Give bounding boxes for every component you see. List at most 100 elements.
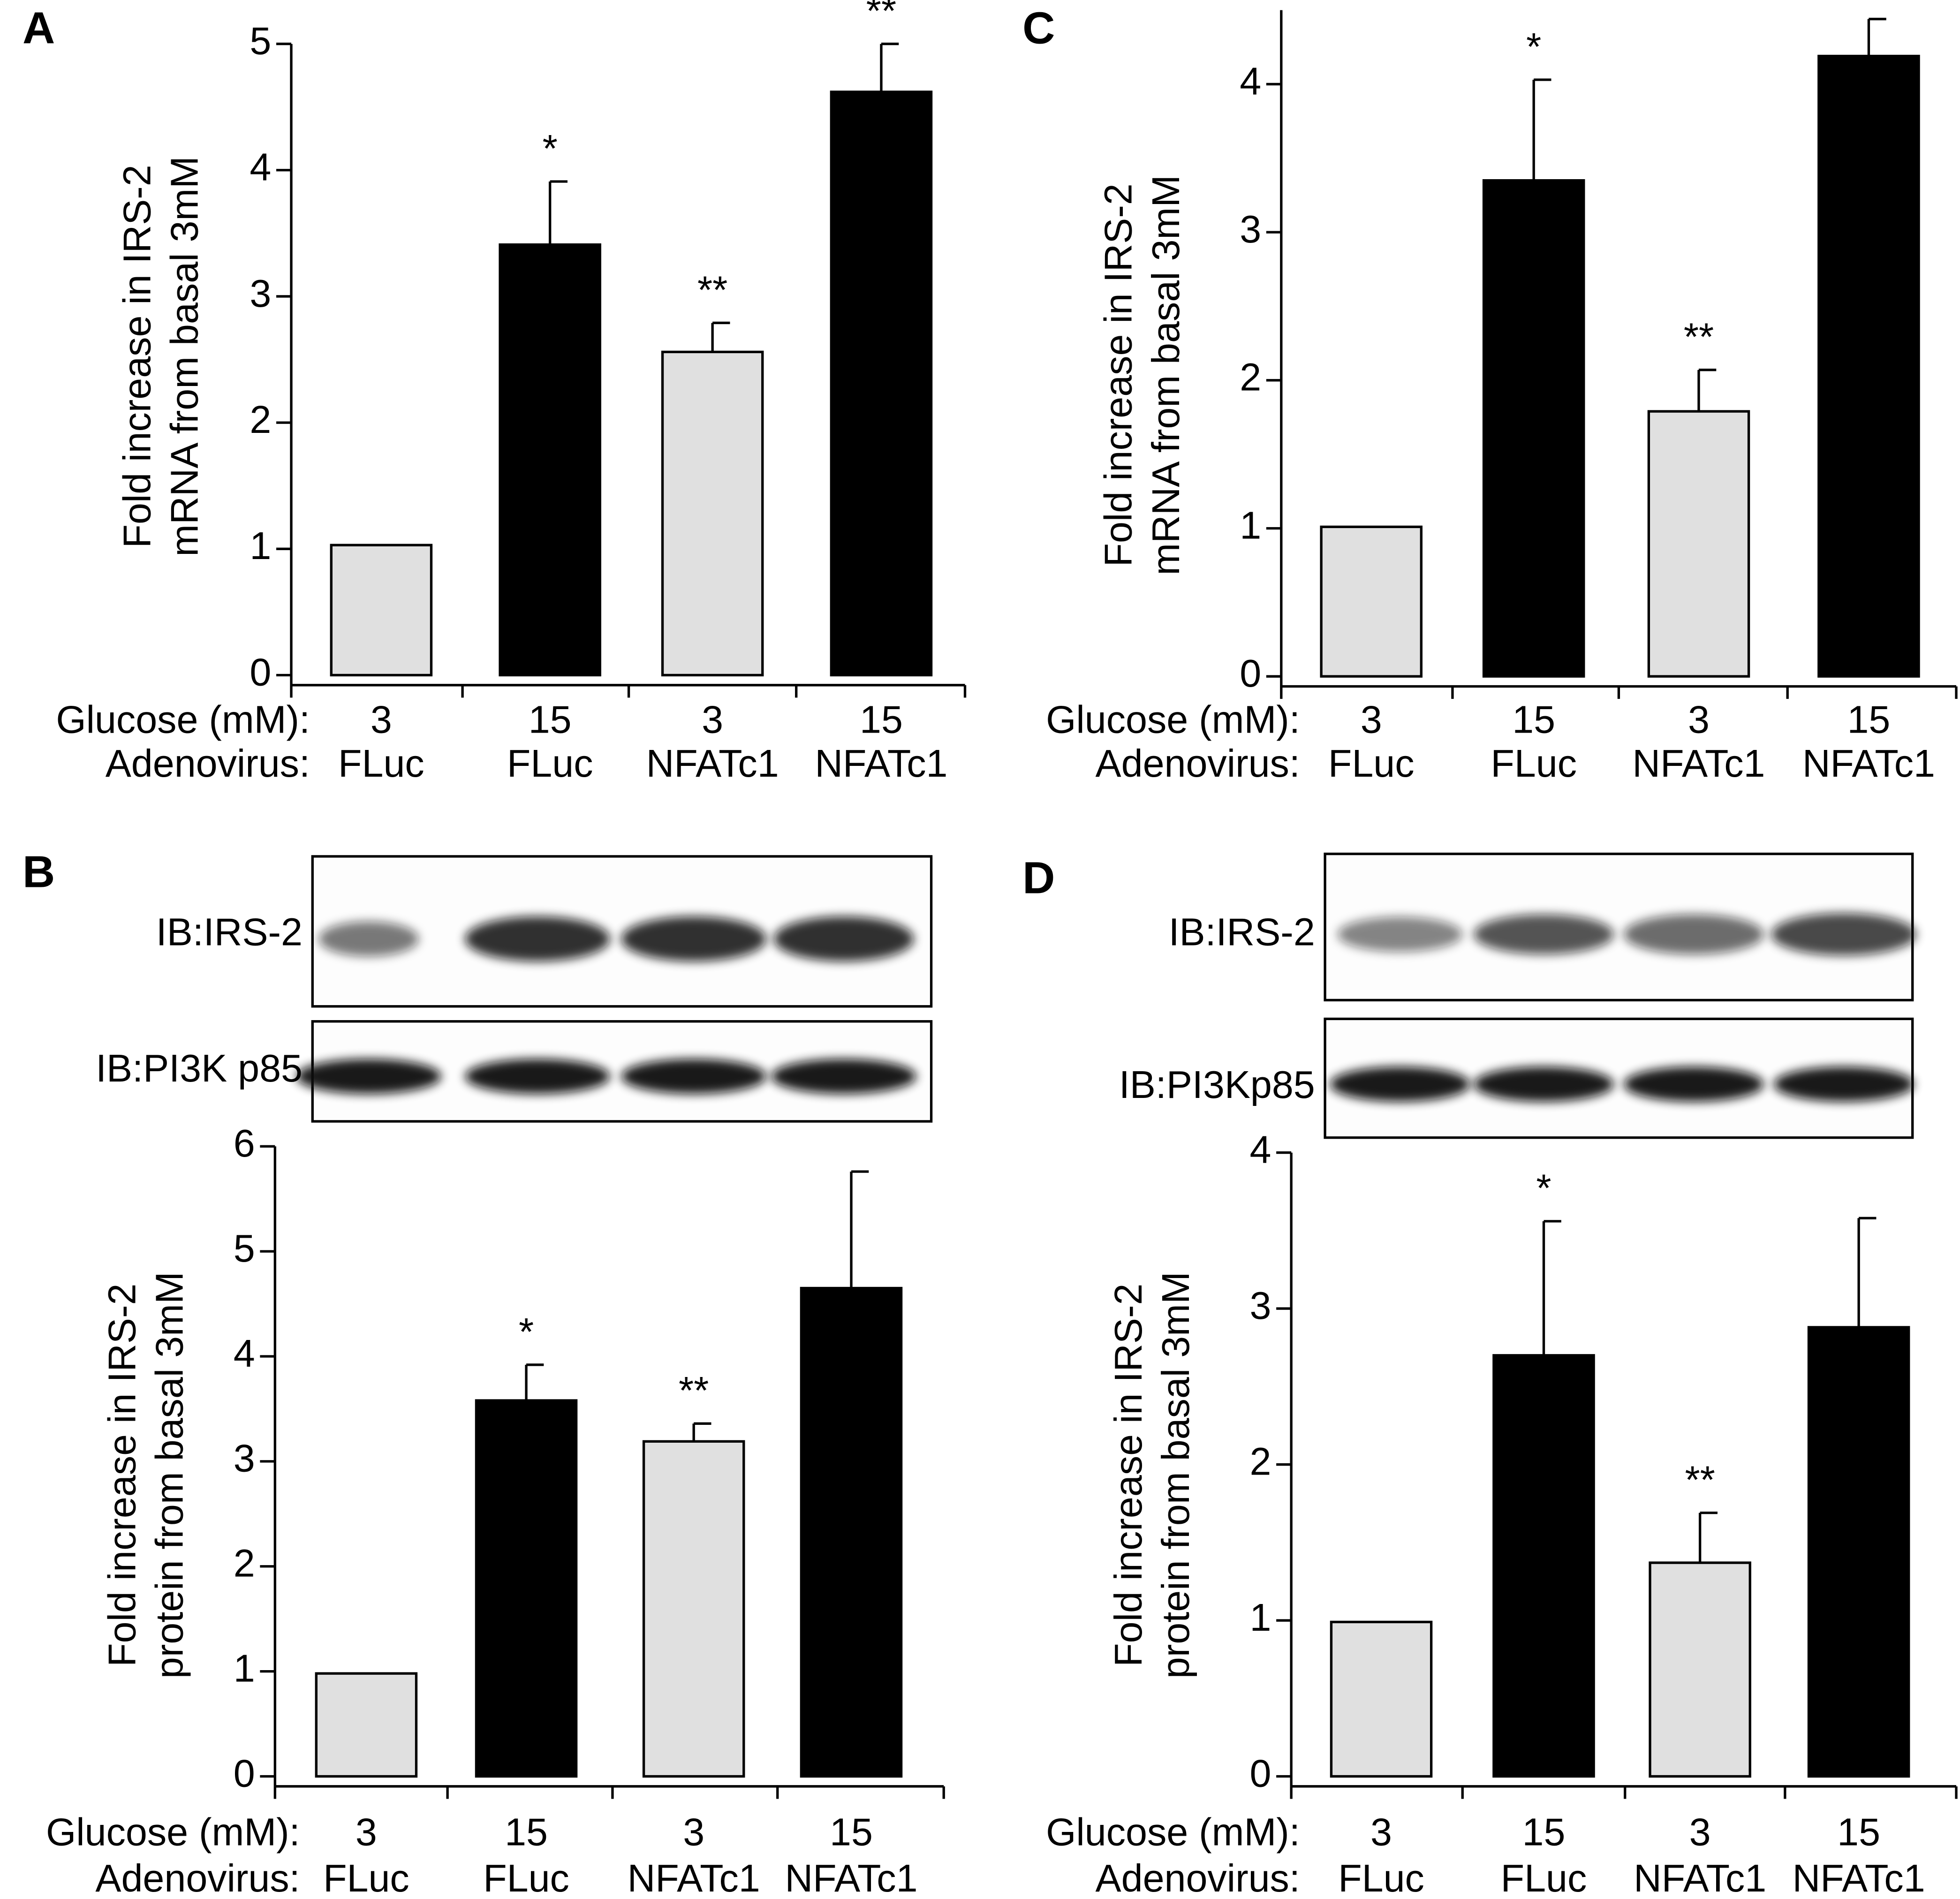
bar — [315, 1672, 418, 1778]
blot-band — [1474, 914, 1614, 954]
significance: * — [543, 127, 558, 170]
x-tick-label: NFATc1 — [1802, 741, 1935, 785]
bar — [800, 1286, 903, 1778]
y-tick-label: 0 — [1250, 1751, 1271, 1795]
x-tick-label: 3 — [683, 1810, 704, 1854]
y-axis-label: Fold increase in IRS-2 — [115, 165, 159, 548]
y-tick-label: 4 — [1250, 1127, 1271, 1171]
x-tick-label: FLuc — [507, 741, 593, 785]
x-tick-label: NFATc1 — [628, 1856, 760, 1899]
x-tick-label: FLuc — [1338, 1856, 1424, 1899]
blot-band — [621, 1059, 766, 1094]
bar — [830, 91, 933, 677]
blot-band — [1773, 1067, 1914, 1102]
row-label: Adenovirus: — [1096, 741, 1300, 785]
y-axis-label: mRNA from basal 3mM — [163, 156, 206, 557]
y-axis-label: Fold increase in IRS-2 — [100, 1284, 144, 1667]
y-tick-label: 2 — [250, 398, 271, 441]
blot-band — [1624, 1067, 1764, 1102]
blot-band — [318, 921, 419, 957]
y-tick-label: 3 — [250, 272, 271, 315]
x-tick-label: 15 — [860, 698, 903, 741]
y-tick-label: 6 — [234, 1121, 255, 1165]
y-tick-label: 1 — [1250, 1596, 1271, 1639]
blot-band — [621, 916, 766, 961]
x-tick-label: FLuc — [483, 1856, 569, 1899]
bar — [330, 544, 433, 677]
panel-label: A — [23, 3, 55, 53]
panel-label: D — [1022, 853, 1055, 903]
blot-band — [1624, 914, 1764, 954]
x-tick-label: 3 — [1361, 698, 1382, 741]
blot-band — [771, 1059, 916, 1094]
blot-band — [465, 916, 610, 961]
x-tick-label: 15 — [1522, 1810, 1566, 1854]
y-tick-label: 4 — [234, 1332, 255, 1375]
row-label: Glucose (mM): — [56, 698, 310, 741]
bar — [1817, 54, 1920, 678]
y-tick-label: 2 — [1250, 1439, 1271, 1483]
significance: * — [1536, 1166, 1551, 1210]
x-tick-label: NFATc1 — [646, 741, 779, 785]
y-tick-label: 5 — [250, 19, 271, 62]
significance: ** — [679, 1369, 709, 1412]
x-tick-label: 15 — [1512, 698, 1555, 741]
row-label: Glucose (mM): — [46, 1810, 300, 1854]
x-tick-label: FLuc — [1328, 741, 1415, 785]
x-tick-label: FLuc — [1501, 1856, 1587, 1899]
blot-label: IB:IRS-2 — [156, 910, 303, 954]
x-tick-label: NFATc1 — [1632, 741, 1765, 785]
y-tick-label: 2 — [234, 1542, 255, 1585]
row-label: Glucose (mM): — [1046, 698, 1300, 741]
bar — [1330, 1620, 1433, 1778]
x-tick-label: 3 — [1688, 698, 1710, 741]
y-tick-label: 2 — [1240, 356, 1261, 399]
x-tick-label: NFATc1 — [785, 1856, 917, 1899]
y-tick-label: 5 — [234, 1226, 255, 1270]
blot-band — [773, 916, 914, 961]
significance: ** — [1685, 1458, 1715, 1501]
y-tick-label: 1 — [1240, 503, 1261, 547]
x-tick-label: FLuc — [323, 1856, 409, 1899]
bar — [1647, 410, 1750, 678]
x-tick-label: 15 — [505, 1810, 548, 1854]
x-tick-label: 3 — [1689, 1810, 1711, 1854]
x-tick-label: FLuc — [1491, 741, 1577, 785]
blot-band — [1330, 1067, 1470, 1102]
blot-band — [1474, 1067, 1614, 1102]
y-tick-label: 0 — [234, 1751, 255, 1795]
y-tick-label: 4 — [250, 145, 271, 189]
blot-label: IB:PI3K p85 — [96, 1046, 303, 1090]
x-tick-label: 3 — [371, 698, 392, 741]
x-tick-label: 15 — [529, 698, 572, 741]
y-tick-label: 3 — [1240, 207, 1261, 251]
x-tick-label: FLuc — [338, 741, 424, 785]
y-tick-label: 0 — [250, 650, 271, 694]
bar — [1807, 1326, 1910, 1778]
panel-label: B — [23, 847, 55, 897]
y-tick-label: 3 — [1250, 1284, 1271, 1327]
significance: * — [1526, 25, 1541, 68]
bar — [661, 350, 764, 677]
y-axis-label: mRNA from basal 3mM — [1144, 175, 1188, 575]
blot-band — [1337, 916, 1463, 952]
row-label: Adenovirus: — [106, 741, 310, 785]
x-tick-label: 15 — [830, 1810, 873, 1854]
bar — [1320, 525, 1423, 678]
row-label: Adenovirus: — [1096, 1856, 1300, 1899]
significance: ** — [697, 268, 727, 311]
bar — [475, 1399, 578, 1778]
blot-label: IB:IRS-2 — [1169, 910, 1315, 954]
y-axis-label: protein from basal 3mM — [148, 1271, 191, 1679]
x-tick-label: 3 — [702, 698, 723, 741]
blot-band — [296, 1059, 441, 1094]
y-axis-label: Fold increase in IRS-2 — [1096, 183, 1140, 567]
blot-label: IB:PI3Kp85 — [1119, 1063, 1315, 1106]
significance: ** — [866, 0, 896, 32]
significance: * — [519, 1310, 534, 1354]
x-tick-label: 3 — [356, 1810, 377, 1854]
panel-label: C — [1022, 3, 1055, 53]
x-tick-label: NFATc1 — [815, 741, 947, 785]
